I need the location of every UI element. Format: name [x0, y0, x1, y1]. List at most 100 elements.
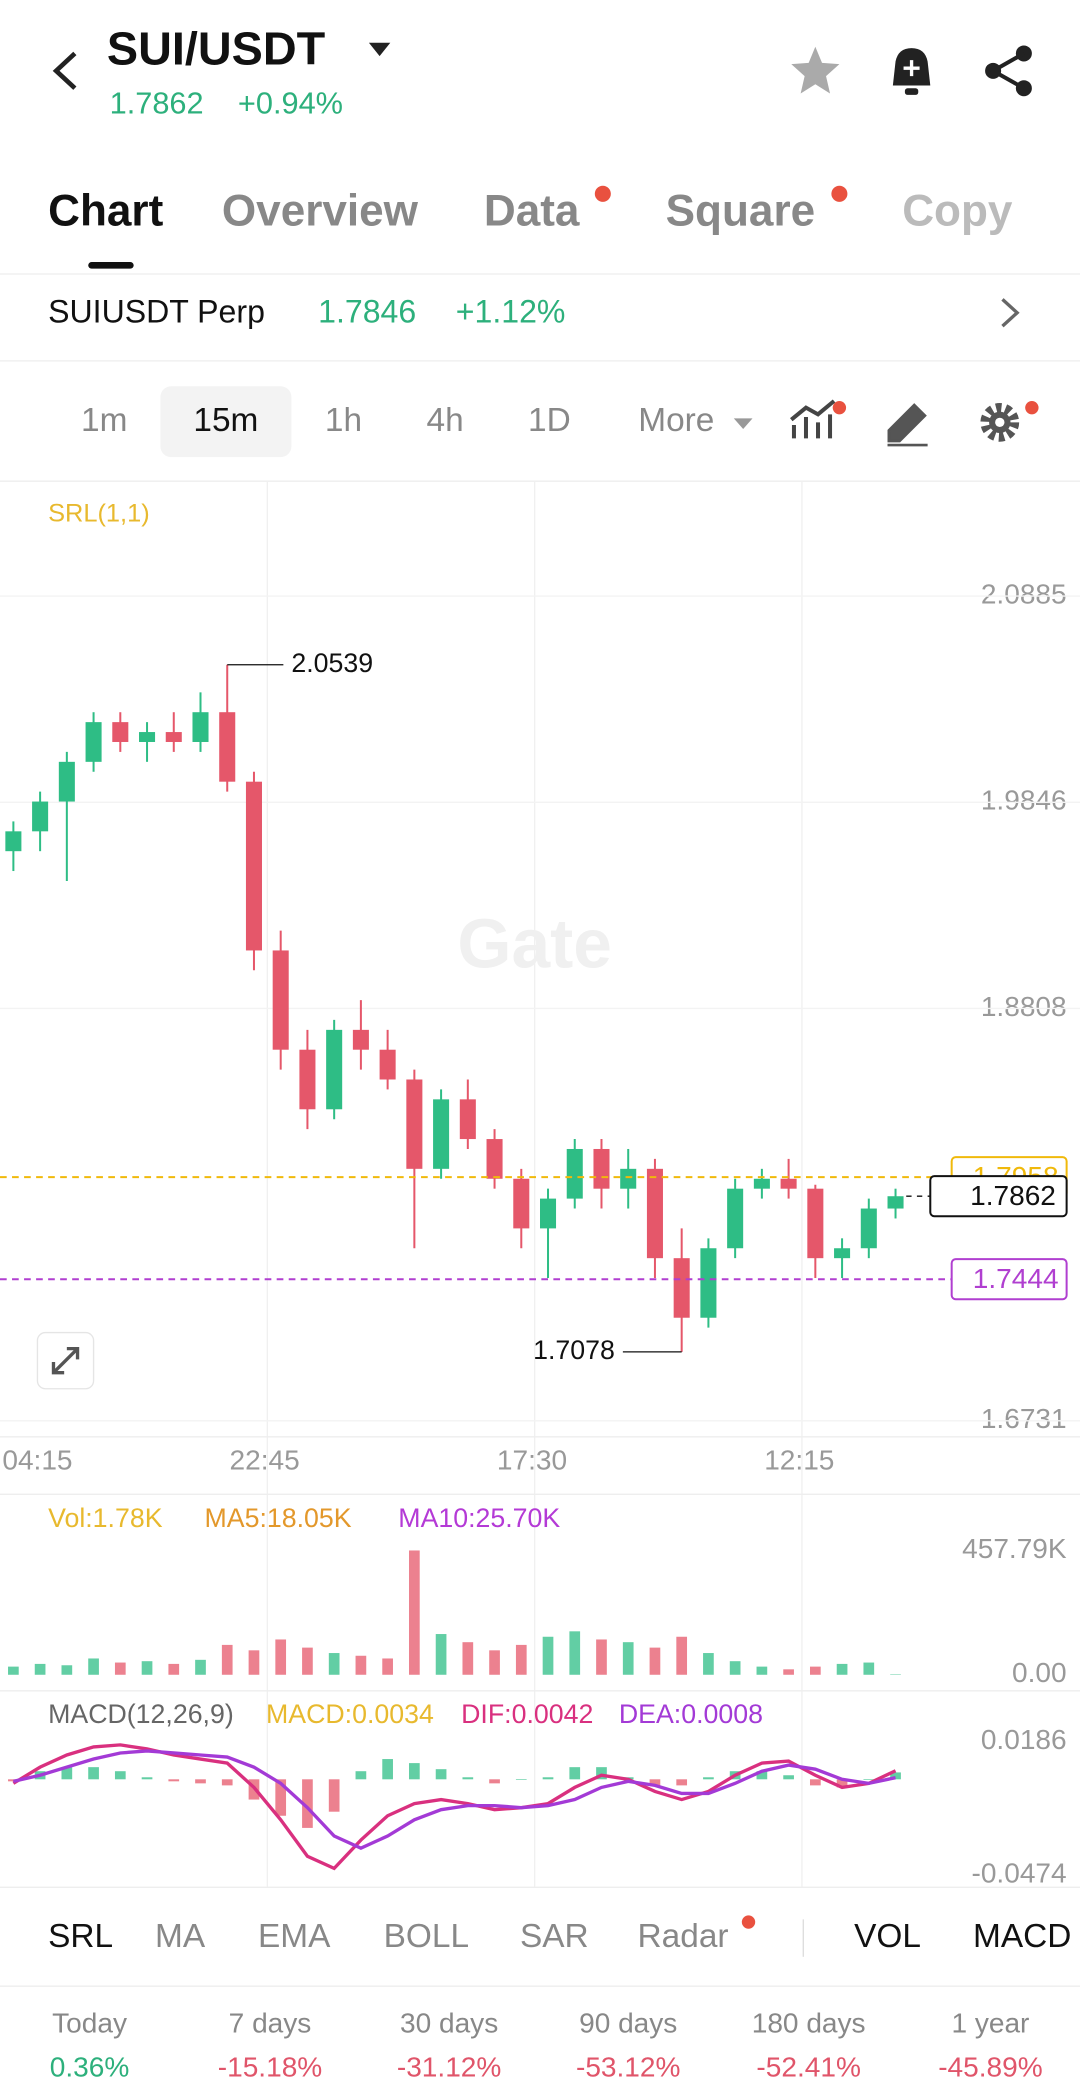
macd-hist: [195, 1779, 206, 1784]
legend-entry: DEA:0.0008: [619, 1699, 763, 1729]
expand-button[interactable]: [36, 1331, 95, 1390]
volume-bar: [756, 1666, 768, 1675]
macd-hist: [783, 1775, 794, 1780]
candle-body: [834, 1248, 851, 1259]
period-label: 90 days: [579, 2007, 677, 2038]
interval[interactable]: 1m: [81, 402, 127, 439]
tab[interactable]: Square: [666, 187, 815, 236]
candle-body: [887, 1196, 904, 1209]
volume-bar: [168, 1663, 180, 1675]
price: 1.7862: [110, 86, 204, 121]
volume-bar: [863, 1662, 875, 1675]
volume-bar: [569, 1631, 581, 1675]
macd-hist: [703, 1777, 714, 1780]
interval[interactable]: 1D: [528, 402, 571, 439]
interval[interactable]: 15m: [193, 402, 258, 439]
candle-body: [219, 712, 236, 782]
volume-bar: [462, 1642, 474, 1675]
interval-selected-bg: [160, 386, 292, 458]
indicator-label: SRL(1,1): [48, 499, 150, 527]
macd-hist: [863, 1779, 875, 1780]
volume-bar: [622, 1642, 634, 1675]
tab[interactable]: Chart: [48, 187, 163, 236]
perp-chevron[interactable]: [1001, 298, 1020, 328]
volume-bar: [382, 1658, 393, 1675]
volume-bar: [703, 1653, 714, 1675]
volume-bar: [596, 1639, 607, 1675]
y-tick-label: 457.79K: [962, 1533, 1067, 1564]
indicator-tab[interactable]: BOLL: [384, 1918, 469, 1955]
more-dropdown[interactable]: [733, 418, 753, 430]
volume-bar: [809, 1666, 821, 1675]
period-label: 1 year: [951, 2007, 1029, 2038]
back-button[interactable]: [52, 51, 77, 90]
macd-title: MACD(12,26,9): [48, 1699, 234, 1729]
interval[interactable]: More: [638, 402, 714, 439]
indicator-tab[interactable]: SAR: [520, 1918, 589, 1955]
alert-icon[interactable]: [892, 48, 931, 95]
volume-bar: [435, 1634, 447, 1675]
pair-dropdown[interactable]: [368, 42, 391, 57]
macd-hist: [168, 1779, 180, 1782]
draw-icon[interactable]: [887, 403, 928, 447]
legend-entry: MA10:25.70K: [398, 1503, 560, 1533]
macd-hist: [596, 1767, 607, 1780]
volume-bar: [783, 1669, 794, 1675]
period-value: -53.12%: [576, 2051, 680, 2082]
watermark: Gate: [457, 904, 612, 982]
candle-body: [58, 761, 75, 802]
candle-body: [753, 1178, 770, 1189]
y-tick-label: 0.00: [1012, 1657, 1067, 1688]
y-tick-label: 1.8808: [981, 991, 1067, 1022]
volume-bar: [729, 1661, 741, 1675]
candle-body: [459, 1099, 476, 1140]
legend-entry: MACD:0.0034: [266, 1699, 434, 1729]
indicator-icon[interactable]: [790, 399, 836, 439]
candle-body: [326, 1029, 343, 1110]
tab[interactable]: Copy: [902, 187, 1013, 236]
change: +0.94%: [238, 86, 343, 121]
settings-icon[interactable]: [980, 402, 1020, 442]
macd-hist: [676, 1779, 688, 1786]
x-tick-label: 17:30: [497, 1445, 567, 1476]
indicator-tab[interactable]: MA: [155, 1918, 206, 1955]
volume-bar: [542, 1636, 554, 1675]
indicator-tab[interactable]: EMA: [258, 1918, 331, 1955]
macd-hist: [649, 1779, 661, 1786]
perp-change: +1.12%: [456, 294, 566, 330]
volume-bar: [489, 1650, 500, 1675]
interval[interactable]: 1h: [325, 402, 362, 439]
period-value: -45.89%: [938, 2051, 1042, 2082]
volume-bar: [221, 1644, 233, 1675]
volume-bar: [88, 1658, 99, 1675]
notify-dot: [1025, 400, 1039, 415]
candle-body: [673, 1258, 690, 1318]
x-tick-label: 22:45: [230, 1445, 300, 1476]
pair[interactable]: SUI/USDT: [107, 22, 326, 74]
volume-bar: [114, 1662, 126, 1675]
period-label: 30 days: [400, 2007, 498, 2038]
period-value: -31.12%: [397, 2051, 501, 2082]
share-icon[interactable]: [985, 45, 1032, 97]
indicator-tab[interactable]: SRL: [48, 1918, 113, 1955]
candle-body: [139, 732, 156, 742]
indicator-tab[interactable]: VOL: [854, 1918, 921, 1955]
favorite-icon[interactable]: [791, 46, 840, 94]
tab[interactable]: Overview: [222, 187, 419, 236]
perp-name[interactable]: SUIUSDT Perp: [48, 294, 265, 330]
macd-hist: [542, 1777, 554, 1780]
indicator-tab[interactable]: MACD: [973, 1918, 1071, 1955]
volume-bar: [195, 1659, 206, 1675]
period-label: 7 days: [229, 2007, 312, 2038]
volume-bar: [302, 1647, 313, 1675]
macd-hist: [435, 1769, 447, 1780]
tab[interactable]: Data: [484, 187, 580, 236]
interval[interactable]: 4h: [427, 402, 464, 439]
indicator-tab[interactable]: Radar: [638, 1918, 729, 1955]
perp-price: 1.7846: [318, 294, 416, 330]
macd-hist: [569, 1767, 581, 1780]
volume-bar: [328, 1653, 340, 1675]
candle-body: [272, 950, 289, 1050]
